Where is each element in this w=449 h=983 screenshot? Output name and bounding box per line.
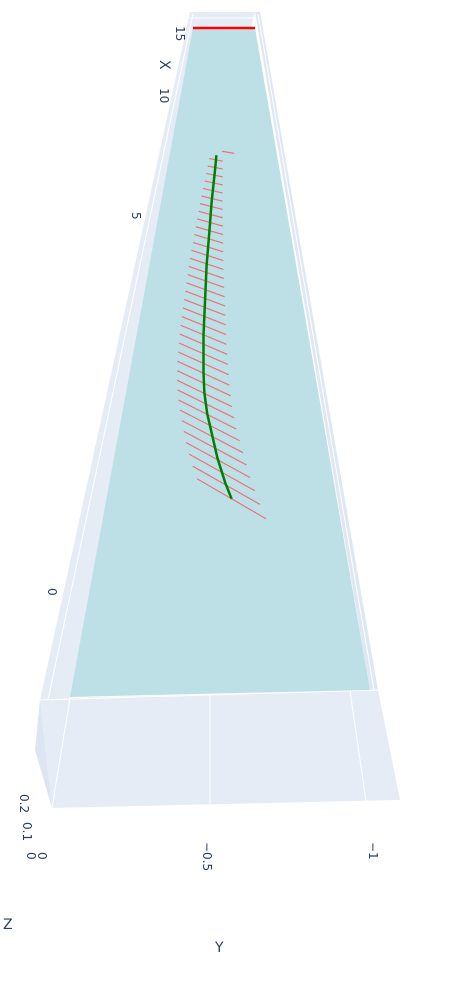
grid-line-y-0	[51, 697, 71, 809]
x-tick-10: 10	[157, 88, 171, 103]
grid-line-floor-front	[39, 689, 379, 701]
rib-line	[221, 150, 235, 154]
x-tick-15: 15	[173, 26, 187, 41]
z-tick-0-a: 0	[35, 852, 49, 860]
z-axis-title: Z	[3, 917, 13, 933]
rib-line	[196, 478, 267, 520]
centerline-trace	[202, 155, 233, 500]
x-tick-5: 5	[129, 212, 143, 220]
grid-lines	[39, 13, 379, 809]
z-tick-02: 0.2	[17, 794, 31, 813]
z-axis-ticks: 0 0 0.1 0.2	[17, 794, 49, 860]
z-tick-01: 0.1	[20, 822, 34, 841]
x-axis-title: X	[156, 60, 172, 70]
surface-plane	[70, 28, 370, 697]
grid-line-y-1	[349, 690, 367, 802]
box-wall-right	[255, 12, 378, 690]
box-floor-side	[35, 700, 52, 808]
x-axis-ticks: 15 10 5 0	[45, 26, 187, 596]
y-axis-ticks: −0.5 −1	[200, 842, 380, 871]
box-floor	[40, 690, 400, 808]
grid-line-wall-a	[47, 13, 194, 701]
z-tick-0-b: 0	[24, 852, 38, 860]
y-tick-neg-1: −1	[366, 842, 380, 860]
y-tick-neg-05: −0.5	[200, 842, 214, 871]
x-tick-0: 0	[45, 588, 59, 596]
grid-line-wall-b	[257, 13, 375, 691]
y-axis-title: Y	[214, 940, 224, 956]
